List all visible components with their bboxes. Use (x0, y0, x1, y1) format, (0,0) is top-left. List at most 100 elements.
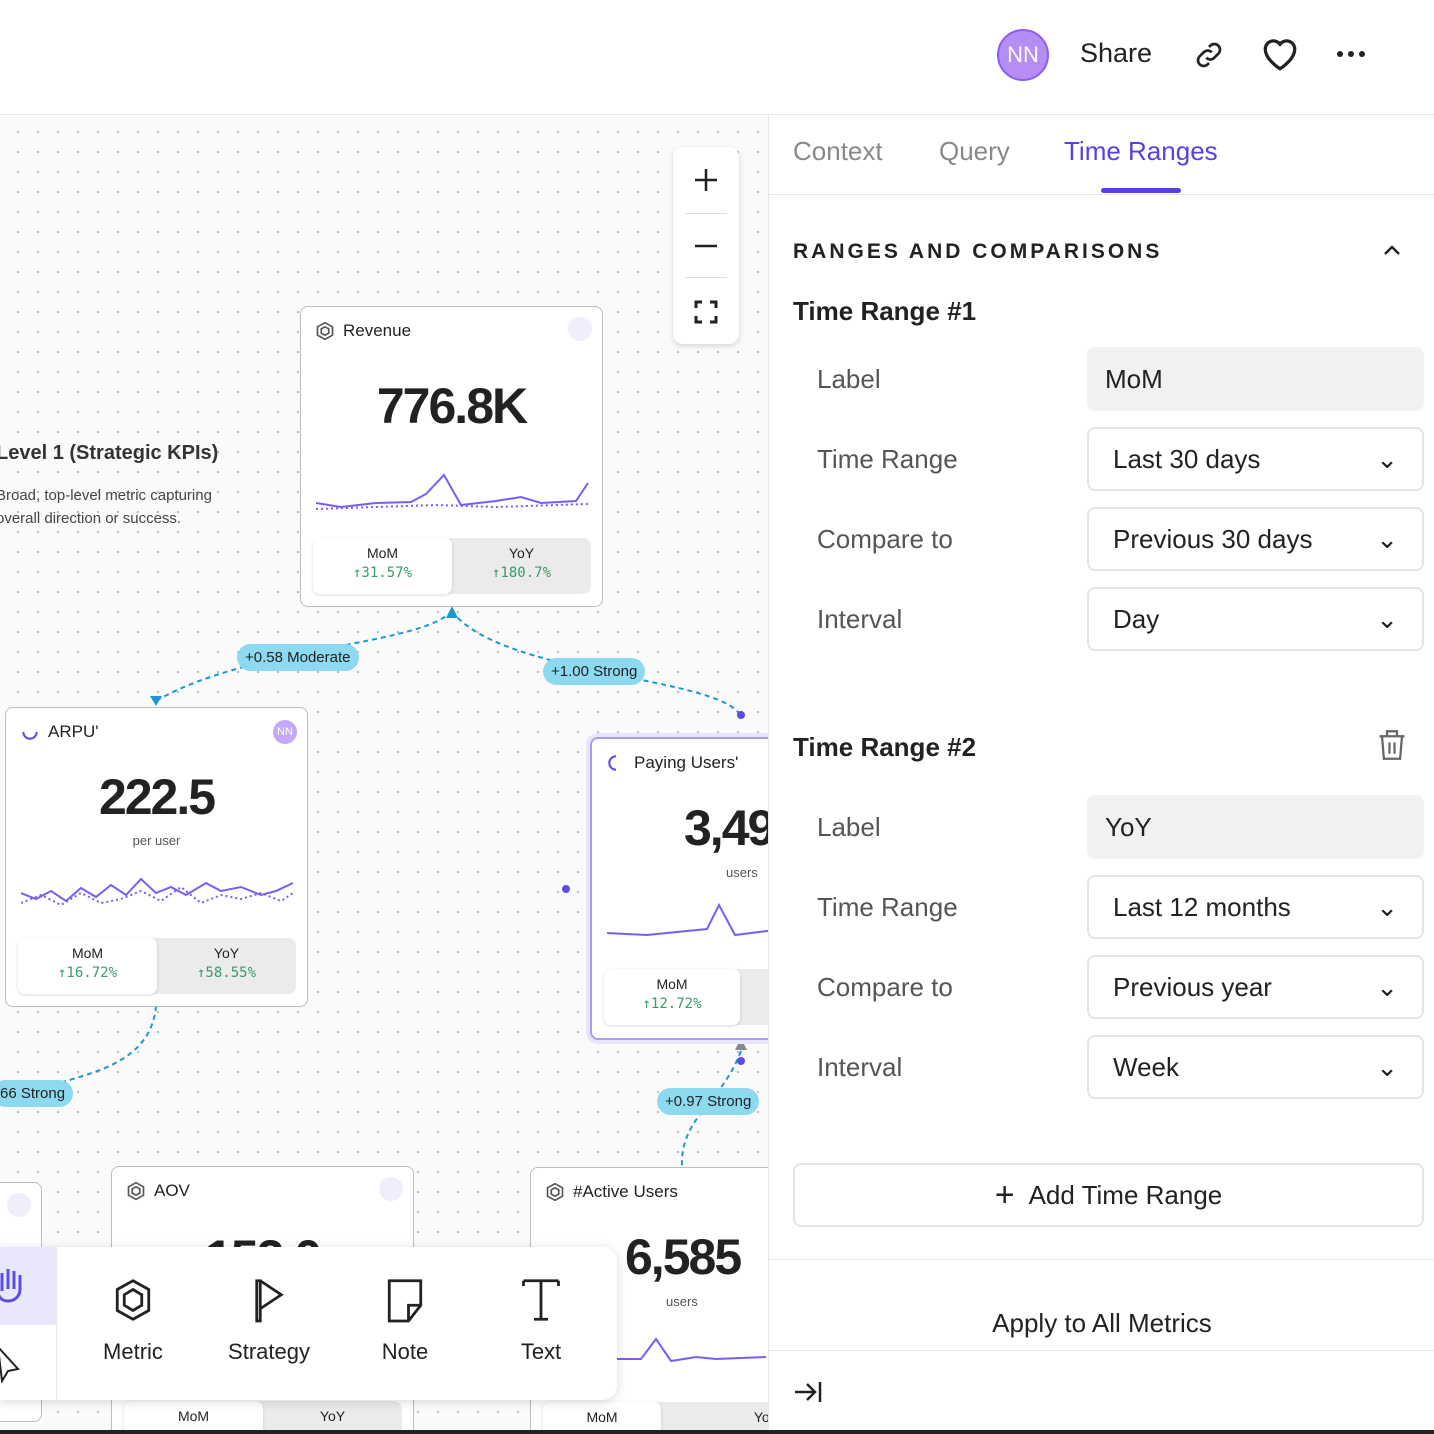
avatar[interactable]: NN (997, 29, 1049, 81)
hand-icon (0, 1269, 22, 1303)
comparison-toggle[interactable]: MoM YoY (543, 1402, 768, 1434)
canvas[interactable]: Level 1 (Strategic KPIs) Broad, top-leve… (0, 116, 768, 1434)
comparison-toggle[interactable]: MoM YoY (124, 1401, 402, 1434)
interval-select-1[interactable]: Day ⌄ (1087, 587, 1424, 651)
level-description-line: overall direction or success. (0, 510, 182, 527)
field-label: Label (817, 364, 881, 394)
metric-card-arpu[interactable]: ARPU' NN 222.5 per user MoM ↑16.72% YoY ↑5… (5, 707, 308, 1007)
tool-metric[interactable]: Metric (78, 1277, 188, 1364)
comparison-label: MoM (366, 545, 399, 561)
trash-icon[interactable] (1377, 728, 1407, 762)
comparison-toggle[interactable]: MoM ↑16.72% YoY ↑58.55% (18, 938, 296, 994)
label-input-2[interactable]: YoY (1087, 795, 1424, 859)
field-label: Compare to (817, 972, 953, 1002)
comparison-toggle[interactable]: MoM ↑31.57% YoY ↑180.7% (313, 538, 591, 594)
comparison-mom[interactable]: MoM ↑12.72% (604, 969, 740, 1025)
select-value: Previous 30 days (1113, 523, 1313, 554)
select-value: Week (1113, 1051, 1179, 1082)
chevron-down-icon: ⌄ (1376, 971, 1398, 1002)
interval-select-2[interactable]: Week ⌄ (1087, 1035, 1424, 1099)
metric-unit: users (726, 865, 758, 880)
field-label: Compare to (817, 524, 953, 554)
comparison-yoy[interactable]: YoY ↑180.7% (452, 538, 591, 594)
metric-hexagon-icon (115, 1279, 151, 1321)
metric-value: 3,49 (684, 800, 768, 856)
tab-context[interactable]: Context (793, 136, 883, 166)
card-title: ARPU' (48, 722, 99, 741)
comparison-yoy[interactable]: YoY (319, 1408, 346, 1424)
compare-select-2[interactable]: Previous year ⌄ (1087, 955, 1424, 1019)
loading-spinner-icon (22, 731, 38, 740)
link-icon[interactable] (1193, 39, 1225, 71)
chevron-down-icon: ⌄ (1376, 523, 1398, 554)
apply-to-all-button[interactable]: Apply to All Metrics (992, 1308, 1212, 1338)
comparison-yoy[interactable]: YoY (753, 1409, 768, 1425)
select-value: Day (1113, 603, 1160, 634)
chevron-down-icon: ⌄ (1376, 1051, 1398, 1082)
comparison-percent: 12.72% (650, 996, 702, 1012)
more-icon[interactable] (1336, 49, 1366, 59)
pointer-icon[interactable] (0, 1343, 26, 1383)
tab-query[interactable]: Query (939, 136, 1010, 166)
note-icon (387, 1279, 423, 1323)
comparison-label: MoM (71, 945, 104, 961)
heart-icon[interactable] (1260, 36, 1300, 72)
fit-screen-icon[interactable] (694, 300, 718, 324)
time-range-select-1[interactable]: Last 30 days ⌄ (1087, 427, 1424, 491)
hand-tool[interactable] (0, 1247, 56, 1325)
comparison-value: ↑16.72% (57, 965, 117, 981)
comparison-mom[interactable]: MoM (124, 1401, 263, 1434)
comparison-value: ↑31.57% (352, 565, 412, 581)
comparison-value: ↑180.7% (491, 565, 551, 581)
tool-label: Text (520, 1339, 562, 1364)
correlation-label[interactable]: +1.00 Strong (543, 658, 646, 685)
level-description: Broad, top-level metric capturing overall… (0, 484, 212, 530)
metric-unit: users (666, 1294, 698, 1309)
comparison-toggle[interactable]: MoM ↑12.72% (604, 969, 768, 1025)
divider (56, 1247, 57, 1400)
zoom-out-icon[interactable] (693, 233, 719, 259)
label-input-1[interactable]: MoM (1087, 347, 1424, 411)
collapse-panel-icon[interactable] (793, 1380, 823, 1404)
active-tab-indicator (1101, 188, 1181, 193)
metric-card-revenue[interactable]: Revenue 776.8K MoM ↑31.57% YoY ↑180.7% (300, 306, 603, 607)
zoom-in-icon[interactable] (693, 167, 719, 193)
level-description-line: Broad, top-level metric capturing (0, 487, 212, 504)
section-title: RANGES AND COMPARISONS (793, 240, 1163, 263)
compare-select-1[interactable]: Previous 30 days ⌄ (1087, 507, 1424, 571)
chevron-up-icon[interactable] (1383, 244, 1401, 256)
bottom-edge (0, 1430, 1434, 1434)
sparkline (316, 473, 589, 510)
share-button[interactable]: Share (1080, 38, 1153, 68)
comparison-mom[interactable]: MoM (543, 1402, 661, 1434)
metric-card-paying-users[interactable]: Paying Users' 3,49 users MoM ↑12.72% (590, 737, 768, 1040)
sparkline (21, 877, 294, 907)
comparison-yoy[interactable]: YoY ↑58.55% (157, 938, 296, 994)
correlation-label[interactable]: +0.97 Strong (657, 1088, 760, 1115)
user-avatar-icon (7, 1193, 31, 1217)
tool-text[interactable]: Text (486, 1277, 596, 1364)
card-title: AOV (154, 1181, 190, 1200)
divider (769, 194, 1434, 195)
add-time-range-button[interactable]: + Add Time Range (793, 1163, 1424, 1227)
user-avatar-icon (568, 317, 592, 341)
correlation-label[interactable]: +0.58 Moderate (237, 644, 359, 671)
plus-icon: + (994, 1175, 1015, 1214)
comparison-mom[interactable]: MoM ↑31.57% (313, 538, 452, 594)
chevron-down-icon: ⌄ (1376, 443, 1398, 474)
select-value: Last 30 days (1113, 443, 1261, 474)
tab-time-ranges[interactable]: Time Ranges (1064, 136, 1218, 166)
correlation-label[interactable]: 66 Strong (0, 1080, 74, 1107)
comparison-mom[interactable]: MoM ↑16.72% (18, 938, 157, 994)
tool-note[interactable]: Note (350, 1277, 460, 1364)
metric-unit: per user (132, 833, 181, 848)
divider (769, 1259, 1434, 1260)
field-label: Time Range (817, 444, 958, 474)
field-label: Interval (817, 604, 903, 634)
comparison-label: YoY (508, 545, 535, 561)
time-range-select-2[interactable]: Last 12 months ⌄ (1087, 875, 1424, 939)
tool-strategy[interactable]: Strategy (214, 1277, 324, 1364)
tool-label: Note (381, 1339, 429, 1364)
comparison-percent: 31.57% (361, 565, 412, 581)
metric-hexagon-icon (546, 1182, 564, 1202)
